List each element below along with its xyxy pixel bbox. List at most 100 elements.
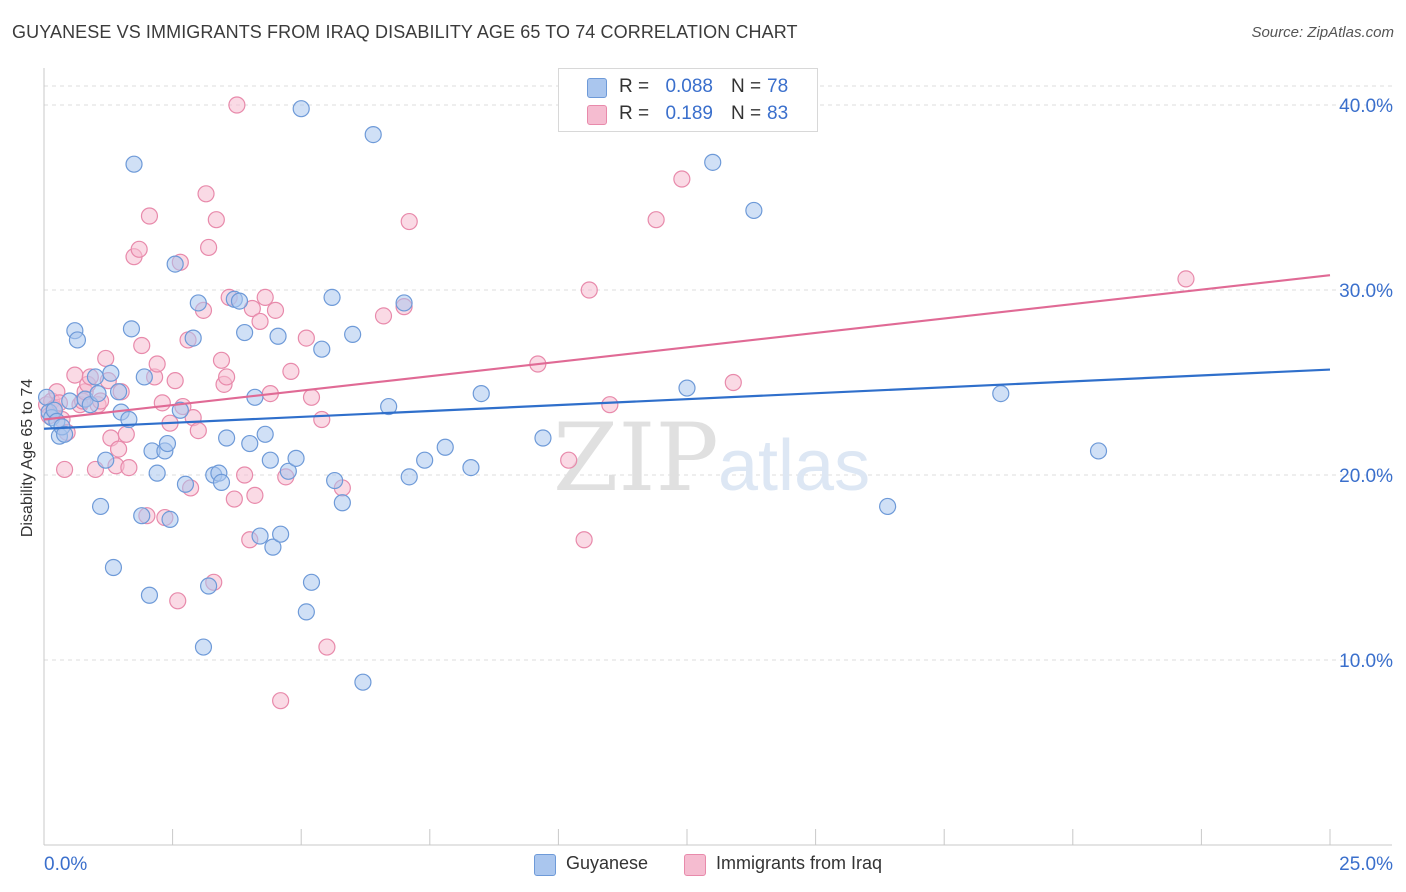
data-point-iraq xyxy=(601,396,619,414)
data-point-iraq xyxy=(55,460,74,479)
data-point-iraq xyxy=(228,96,246,114)
legend-n-value: 83 xyxy=(767,103,789,124)
data-point-iraq xyxy=(256,288,274,306)
trend-line-iraq xyxy=(43,274,1331,421)
data-point-guyanese xyxy=(326,471,344,490)
data-point-guyanese xyxy=(400,468,418,486)
data-point-guyanese xyxy=(89,385,107,403)
data-point-iraq xyxy=(225,490,243,508)
trend-lines xyxy=(43,274,1331,430)
legend-r-value: 0.088 xyxy=(665,76,713,97)
data-point-guyanese xyxy=(297,603,315,621)
y-tick-label: 30.0% xyxy=(1339,281,1393,302)
data-point-iraq xyxy=(374,307,393,325)
data-point-guyanese xyxy=(323,288,341,306)
data-point-guyanese xyxy=(148,464,166,482)
data-point-iraq xyxy=(166,372,184,390)
data-point-guyanese xyxy=(251,527,269,545)
data-point-iraq xyxy=(580,281,598,299)
data-point-guyanese xyxy=(313,340,331,358)
chart-title: GUYANESE VS IMMIGRANTS FROM IRAQ DISABIL… xyxy=(12,22,798,42)
y-tick-label: 40.0% xyxy=(1339,96,1393,117)
data-point-guyanese xyxy=(104,558,123,577)
data-point-iraq xyxy=(302,388,321,406)
data-point-iraq xyxy=(266,301,285,319)
correlation-legend: R = 0.088 N = 78 R = 0.189 N = 83 xyxy=(558,68,818,132)
legend-swatch-guyanese xyxy=(534,854,556,876)
data-point-guyanese xyxy=(272,525,290,543)
data-point-guyanese xyxy=(236,323,254,342)
data-point-guyanese xyxy=(879,497,897,516)
data-point-guyanese xyxy=(120,410,138,429)
x-tick-label-min: 0.0% xyxy=(44,854,87,875)
legend-label-guyanese: Guyanese xyxy=(566,853,649,873)
data-point-iraq xyxy=(246,486,264,504)
data-point-guyanese xyxy=(992,385,1010,403)
data-point-guyanese xyxy=(171,401,189,419)
data-point-guyanese xyxy=(161,510,179,529)
data-point-guyanese xyxy=(218,429,236,447)
data-point-iraq xyxy=(400,212,418,231)
legend-swatch-guyanese xyxy=(587,78,607,98)
legend-n-label: N = xyxy=(731,103,762,124)
data-point-iraq xyxy=(560,451,578,469)
data-point-iraq xyxy=(120,459,138,477)
watermark-atlas: atlas xyxy=(718,426,870,506)
data-point-iraq xyxy=(200,238,218,257)
data-point-guyanese xyxy=(200,577,218,595)
data-point-iraq xyxy=(297,329,315,347)
data-point-guyanese xyxy=(212,473,231,491)
data-point-guyanese xyxy=(133,507,151,525)
data-point-guyanese xyxy=(61,392,79,410)
data-point-guyanese xyxy=(472,385,490,403)
data-point-guyanese xyxy=(109,383,128,401)
data-point-iraq xyxy=(236,466,254,484)
data-point-iraq xyxy=(130,240,148,258)
data-point-guyanese xyxy=(125,155,143,173)
legend-swatch-iraq xyxy=(587,105,607,125)
data-point-guyanese xyxy=(354,673,372,691)
legend-n-label: N = xyxy=(731,76,762,97)
data-point-guyanese xyxy=(534,429,552,447)
data-point-iraq xyxy=(97,349,115,368)
trend-line-guyanese xyxy=(43,368,1331,430)
data-point-iraq xyxy=(318,638,336,656)
data-point-guyanese xyxy=(184,329,202,347)
data-point-iraq xyxy=(197,185,215,203)
data-point-iraq xyxy=(109,440,128,458)
data-point-guyanese xyxy=(380,397,398,416)
zipatlas-watermark: ZIP atlas xyxy=(553,404,870,513)
data-point-guyanese xyxy=(678,379,696,397)
data-point-guyanese xyxy=(364,126,382,144)
data-point-guyanese xyxy=(86,368,105,386)
legend-swatch-iraq xyxy=(684,854,706,876)
legend-row-iraq: R = 0.189 N = 83 xyxy=(559,101,817,127)
data-point-iraq xyxy=(117,425,135,443)
data-point-guyanese xyxy=(68,331,87,349)
data-point-guyanese xyxy=(704,153,722,171)
data-point-guyanese xyxy=(264,538,282,556)
data-point-iraq xyxy=(251,312,269,331)
legend-r-label: R = xyxy=(619,103,650,124)
data-point-iraq xyxy=(218,368,236,386)
watermark-zip: ZIP xyxy=(553,404,719,513)
data-point-guyanese xyxy=(261,451,279,469)
data-point-iraq xyxy=(148,355,166,373)
data-point-guyanese xyxy=(140,586,159,604)
data-point-guyanese xyxy=(302,573,321,591)
data-point-guyanese xyxy=(176,475,195,493)
data-point-iraq xyxy=(207,211,225,229)
data-point-iraq xyxy=(724,373,742,392)
data-point-iraq xyxy=(140,207,159,225)
y-tick-label: 20.0% xyxy=(1339,466,1393,487)
data-point-guyanese xyxy=(395,294,413,312)
series-guyanese-points xyxy=(37,100,1108,691)
grid-lines xyxy=(44,85,1392,661)
data-point-iraq xyxy=(133,336,151,355)
data-point-guyanese xyxy=(269,327,287,345)
data-point-guyanese xyxy=(416,451,434,469)
data-point-guyanese xyxy=(55,425,74,443)
data-point-guyanese xyxy=(462,459,480,477)
legend-r-value: 0.189 xyxy=(665,103,713,124)
data-point-guyanese xyxy=(344,325,362,343)
